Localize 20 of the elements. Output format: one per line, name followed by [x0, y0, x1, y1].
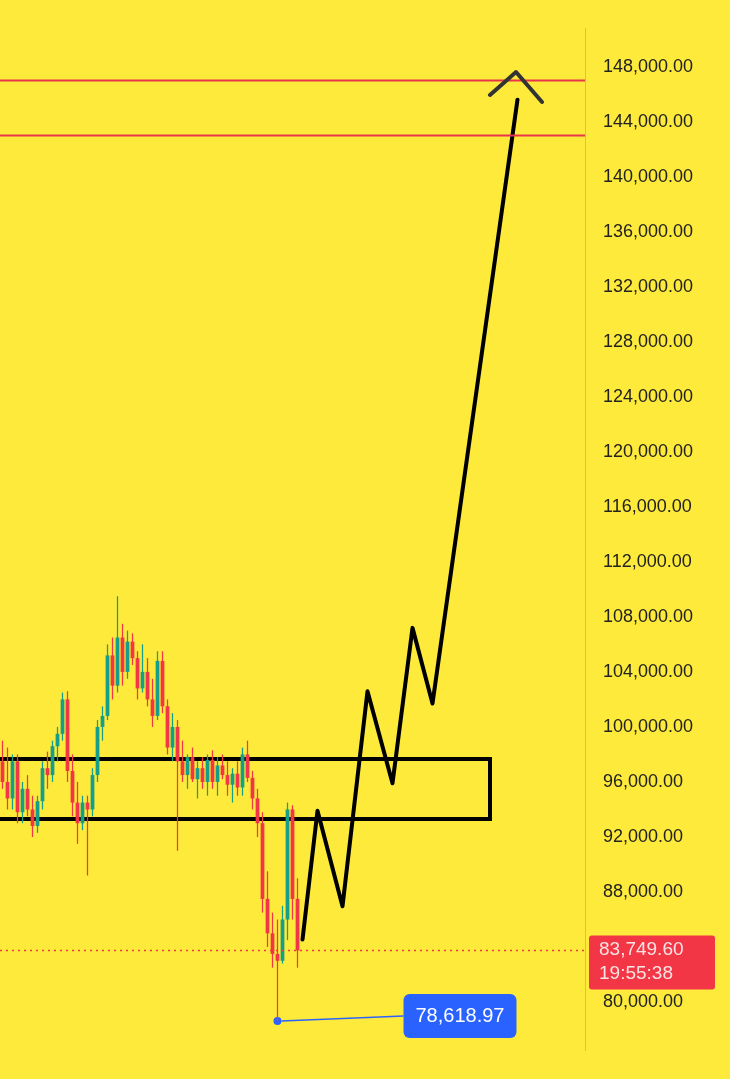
y-tick-label: 108,000.00 — [603, 605, 694, 626]
y-tick-label: 124,000.00 — [603, 385, 694, 406]
y-tick-label: 128,000.00 — [603, 330, 694, 351]
y-tick-label: 96,000.00 — [603, 770, 684, 791]
y-tick-label: 140,000.00 — [603, 165, 694, 186]
y-tick-label: 100,000.00 — [603, 715, 694, 736]
y-tick-label: 80,000.00 — [603, 991, 684, 1012]
y-tick-label: 112,000.00 — [603, 550, 692, 571]
y-tick-label: 144,000.00 — [603, 110, 694, 131]
y-tick-label: 88,000.00 — [603, 880, 684, 901]
y-tick-label: 136,000.00 — [603, 220, 694, 241]
y-tick-label: 92,000.00 — [603, 825, 684, 846]
text: 19:55:38 — [599, 961, 673, 983]
annotation: 78,618.97 — [415, 1003, 505, 1026]
y-tick-label: 132,000.00 — [603, 275, 694, 296]
ref-line-label: 83,749.60 — [599, 937, 684, 959]
y-tick-label: 120,000.00 — [603, 440, 694, 461]
y-tick-label: 148,000.00 — [603, 55, 694, 76]
y-tick-label: 116,000.00 — [603, 495, 692, 516]
y-tick-label: 104,000.00 — [603, 660, 694, 681]
